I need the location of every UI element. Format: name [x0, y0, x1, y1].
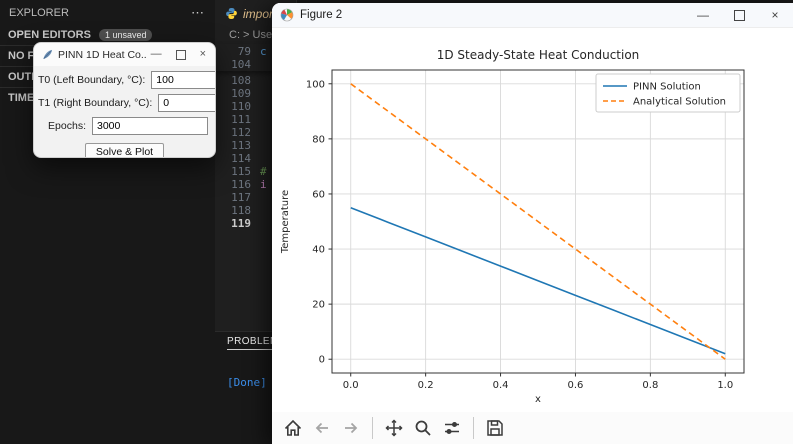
t1-input[interactable] — [158, 94, 215, 112]
code-text: # — [260, 165, 267, 178]
t0-label: T0 (Left Boundary, °C): — [38, 74, 146, 86]
editor-line: 113 — [215, 139, 793, 152]
line-number: 111 — [231, 113, 251, 126]
back-icon[interactable] — [309, 415, 335, 441]
svg-text:0.2: 0.2 — [418, 380, 434, 391]
pinn-dialog-title: PINN 1D Heat Co... — [58, 48, 146, 61]
svg-text:0.4: 0.4 — [493, 380, 509, 391]
zoom-icon[interactable] — [410, 415, 436, 441]
figure-maximize-icon[interactable] — [721, 3, 757, 27]
svg-text:60: 60 — [312, 189, 325, 200]
editor-line: 118 — [215, 204, 793, 217]
t1-label: T1 (Right Boundary, °C): — [38, 97, 153, 109]
explorer-header: EXPLORER ⋯ — [0, 0, 215, 25]
t1-field-row: T1 (Right Boundary, °C): — [38, 94, 215, 112]
editor-line: 114 — [215, 152, 793, 165]
sticky-line[interactable]: 79 c — [215, 45, 793, 58]
line-number: 114 — [231, 152, 251, 165]
code-text: c — [260, 45, 267, 58]
solve-plot-button[interactable]: Solve & Plot — [84, 143, 165, 157]
open-editors-label: OPEN EDITORS — [8, 29, 91, 41]
svg-text:0: 0 — [319, 355, 325, 366]
editor-line: 108 — [215, 74, 793, 87]
line-number: 108 — [231, 74, 251, 87]
minimize-icon[interactable]: — — [150, 48, 162, 60]
svg-text:x: x — [535, 394, 541, 405]
figure-close-icon[interactable]: × — [771, 8, 779, 22]
editor-line-current: 119 — [215, 217, 793, 230]
svg-text:80: 80 — [312, 134, 325, 145]
toolbar-separator — [473, 417, 474, 439]
figure-window: Figure 2 — × 0.0 0.2 0.4 0.6 0.8 1.0 0 20 40 60 80… — [272, 3, 793, 444]
svg-text:1.0: 1.0 — [717, 380, 733, 391]
line-number: 116 — [231, 178, 251, 191]
toolbar-separator — [372, 417, 373, 439]
unsaved-badge: 1 unsaved — [98, 29, 153, 41]
pinn-dialog: PINN 1D Heat Co... — × T0 (Left Boundary… — [33, 42, 216, 158]
svg-text:100: 100 — [306, 79, 325, 90]
pinn-dialog-titlebar[interactable]: PINN 1D Heat Co... — × — [34, 43, 215, 66]
home-icon[interactable] — [280, 415, 306, 441]
open-editors-section[interactable]: OPEN EDITORS 1 unsaved — [0, 25, 215, 45]
pan-icon[interactable] — [381, 415, 407, 441]
figure-canvas[interactable]: 0.0 0.2 0.4 0.6 0.8 1.0 0 20 40 60 80 100 1D Steady-… — [272, 28, 793, 412]
close-icon[interactable]: × — [199, 48, 206, 60]
line-number: 110 — [231, 100, 251, 113]
svg-text:0.0: 0.0 — [343, 380, 359, 391]
editor-line: 111 — [215, 113, 793, 126]
svg-text:1D Steady-State Heat Conductio: 1D Steady-State Heat Conduction — [437, 48, 640, 62]
epochs-label: Epochs: — [48, 120, 86, 132]
line-number: 119 — [231, 217, 251, 230]
maximize-icon[interactable] — [175, 49, 186, 60]
t0-input[interactable] — [151, 71, 215, 89]
editor-line: 117 — [215, 191, 793, 204]
svg-text:40: 40 — [312, 245, 325, 256]
line-number: 109 — [231, 87, 251, 100]
svg-text:20: 20 — [312, 300, 325, 311]
figure-minimize-icon[interactable]: — — [697, 8, 709, 22]
matplotlib-toolbar — [272, 412, 793, 444]
svg-text:0.6: 0.6 — [568, 380, 584, 391]
svg-text:0.8: 0.8 — [642, 380, 658, 391]
epochs-input[interactable] — [92, 117, 208, 135]
svg-text:Analytical Solution: Analytical Solution — [633, 97, 726, 108]
svg-text:Temperature: Temperature — [280, 190, 291, 254]
line-number: 79 — [237, 45, 251, 58]
python-icon — [226, 8, 237, 19]
figure-titlebar[interactable]: Figure 2 — × — [272, 3, 793, 28]
editor-line: 112 — [215, 126, 793, 139]
tk-feather-icon — [43, 49, 53, 60]
editor-line: 116 i — [215, 178, 793, 191]
svg-text:PINN Solution: PINN Solution — [633, 82, 701, 93]
line-number: 118 — [231, 204, 251, 217]
line-number: 113 — [231, 139, 251, 152]
explorer-title: EXPLORER — [9, 7, 69, 19]
editor-line: 109 — [215, 87, 793, 100]
more-actions-icon[interactable]: ⋯ — [191, 5, 205, 20]
code-text: i — [260, 178, 267, 191]
t0-field-row: T0 (Left Boundary, °C): — [38, 71, 215, 89]
line-number: 115 — [231, 165, 251, 178]
code-viewport[interactable]: 108 109 110 111 112 113 114 115 # 116 i 11… — [215, 71, 793, 230]
tab-problems[interactable]: PROBLEMS — [227, 336, 286, 350]
breadcrumb[interactable]: C: > Users — [229, 29, 282, 41]
line-number: 117 — [231, 191, 251, 204]
forward-icon[interactable] — [338, 415, 364, 441]
configure-subplots-icon[interactable] — [439, 415, 465, 441]
epochs-field-row: Epochs: — [38, 117, 208, 135]
heat-conduction-chart: 0.0 0.2 0.4 0.6 0.8 1.0 0 20 40 60 80 100 1D Steady-… — [280, 48, 745, 405]
panel-tabs: PROBLEMS — [215, 332, 793, 350]
line-number: 104 — [231, 58, 251, 71]
figure-window-title: Figure 2 — [300, 9, 343, 21]
save-icon[interactable] — [482, 415, 508, 441]
editor-line: 115 # — [215, 165, 793, 178]
dialog-button-row: Solve & Plot — [34, 142, 215, 157]
pinn-dialog-controls: — × — [151, 49, 206, 60]
editor-line: 110 — [215, 100, 793, 113]
matplotlib-icon — [280, 8, 294, 22]
line-number: 112 — [231, 126, 251, 139]
sticky-line[interactable]: 104 — [215, 58, 793, 71]
